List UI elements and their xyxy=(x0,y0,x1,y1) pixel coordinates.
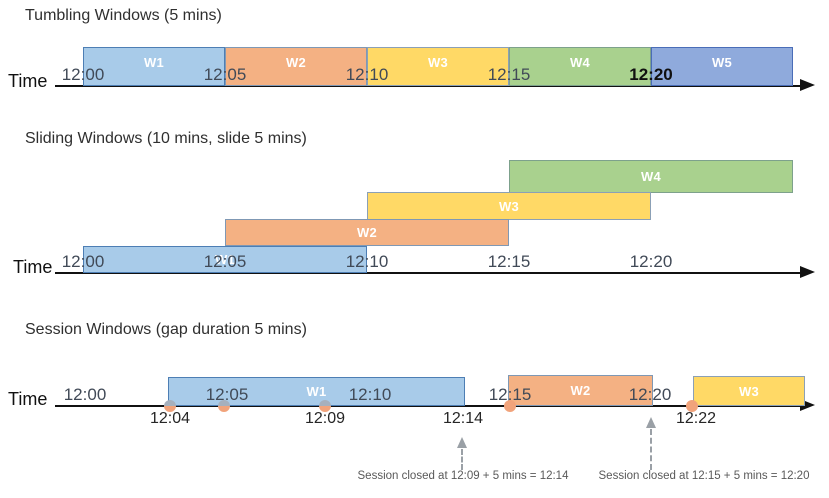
window-label: W3 xyxy=(738,383,760,399)
annotation-text: Session closed at 12:15 + 5 mins = 12:20 xyxy=(598,470,810,482)
tumbling-window-w5: W5 xyxy=(651,47,793,86)
tick-label: 12:05 xyxy=(203,65,247,84)
event-dot xyxy=(319,400,331,412)
event-dot xyxy=(686,400,698,412)
tumbling-window-w2: W2 xyxy=(225,47,367,86)
sliding-section-title: Sliding Windows (10 mins, slide 5 mins) xyxy=(25,130,307,147)
tick-label: 12:00 xyxy=(61,252,105,271)
session-window-w3: W3 xyxy=(693,376,805,406)
window-label: W3 xyxy=(498,198,520,214)
dashed-arrow-icon xyxy=(457,437,467,448)
sliding-window-w2: W2 xyxy=(225,219,509,246)
window-label: W4 xyxy=(569,55,591,70)
session-time-axis xyxy=(55,405,802,407)
tick-label: 12:10 xyxy=(348,385,392,404)
event-dot xyxy=(504,400,516,412)
session-section-title: Session Windows (gap duration 5 mins) xyxy=(25,321,307,338)
sliding-window-w3: W3 xyxy=(367,192,651,220)
sliding-axis-arrow-icon xyxy=(800,266,815,278)
window-label: W1 xyxy=(214,252,236,267)
tick-label: 12:10 xyxy=(345,252,389,271)
window-label: W2 xyxy=(570,383,591,398)
event-time-label: 12:09 xyxy=(304,410,346,427)
dashed-arrow-icon xyxy=(646,417,656,428)
tick-label: 12:00 xyxy=(63,385,107,404)
tick-label: 12:05 xyxy=(205,385,249,404)
tumbling-axis-arrow-icon xyxy=(800,79,815,91)
tick-label: 12:10 xyxy=(345,65,389,84)
tick-label: 12:05 xyxy=(203,252,247,271)
tick-label: 12:20 xyxy=(629,65,673,84)
event-dot xyxy=(218,400,230,412)
sliding-window-w4: W4 xyxy=(509,160,793,193)
session-window-w2: W2 xyxy=(508,375,653,406)
event-time-label: 12:04 xyxy=(149,410,191,427)
tumbling-window-w1: W1 xyxy=(83,47,225,86)
tick-label: 12:15 xyxy=(487,65,531,84)
tumbling-window-w4: W4 xyxy=(509,47,651,86)
window-label: W2 xyxy=(356,225,378,240)
event-dot xyxy=(164,400,176,412)
tumbling-time-axis-label: Time xyxy=(8,71,48,91)
session-time-axis-label: Time xyxy=(8,389,48,409)
event-time-label: 12:14 xyxy=(442,410,484,427)
sliding-time-axis xyxy=(55,272,802,274)
tick-label: 12:15 xyxy=(487,252,531,271)
tick-label: 12:20 xyxy=(629,252,673,271)
window-label: W1 xyxy=(306,384,327,399)
window-label: W1 xyxy=(143,55,165,70)
tumbling-window-w3: W3 xyxy=(367,47,509,86)
dashed-arrow-line xyxy=(461,449,463,470)
annotation-text: Session closed at 12:09 + 5 mins = 12:14 xyxy=(357,470,569,482)
sliding-window-w1: W1 xyxy=(83,246,367,273)
tick-label: 12:20 xyxy=(628,385,672,404)
dashed-arrow-line xyxy=(650,429,652,470)
session-window-w1: W1 xyxy=(168,377,465,406)
window-label: W5 xyxy=(711,55,733,70)
window-label: W4 xyxy=(640,169,662,184)
sliding-time-axis-label: Time xyxy=(13,257,53,277)
window-label: W2 xyxy=(285,55,307,70)
window-label: W3 xyxy=(427,55,449,70)
tumbling-time-axis xyxy=(55,85,802,87)
event-time-label: 12:22 xyxy=(675,410,717,427)
tick-label: 12:00 xyxy=(61,65,105,84)
tumbling-section-title: Tumbling Windows (5 mins) xyxy=(25,7,222,24)
tick-label: 12:15 xyxy=(488,385,532,404)
